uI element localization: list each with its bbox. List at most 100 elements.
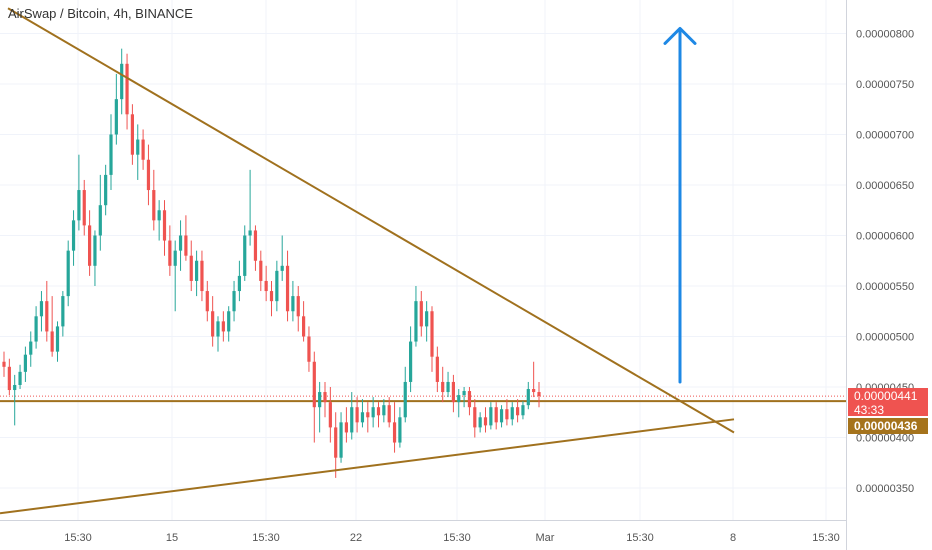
candle-body [168, 240, 172, 266]
time-tick-label: 8 [730, 532, 736, 544]
candle-body [382, 405, 386, 416]
last-price-badge: 0.00000441 43:33 [848, 388, 928, 417]
candle-body [387, 405, 391, 423]
candle-body [409, 341, 413, 382]
candle-body [430, 311, 434, 357]
candle-body [275, 270, 279, 302]
candle-body [66, 250, 70, 297]
candle-body [360, 412, 365, 423]
candle-body [162, 210, 167, 241]
candle-body [205, 291, 209, 312]
price-tick-label: 0.00000550 [856, 281, 914, 293]
candle-body [2, 361, 6, 367]
candle-body [441, 381, 445, 393]
candle-body [537, 392, 541, 397]
target-arrow-head [663, 26, 697, 45]
candle-body [323, 392, 327, 403]
candle-body [50, 331, 54, 352]
candle-body [489, 407, 493, 426]
candle-body [173, 250, 177, 266]
ascending-trendline [0, 418, 735, 515]
candle-body [211, 311, 215, 337]
candle-body [18, 371, 22, 385]
candle-body [269, 291, 274, 302]
level-price-badge: 0.00000436 [848, 418, 928, 434]
candle-body [499, 409, 504, 423]
candle-body [302, 316, 306, 337]
descending-trendline [7, 7, 735, 434]
price-tick-label: 0.00000700 [856, 130, 914, 142]
candle-body [195, 260, 199, 281]
candle-body [13, 384, 17, 391]
candle-body [114, 99, 118, 135]
candle-body [45, 301, 49, 332]
candle-body [371, 407, 375, 418]
candle-body [344, 422, 348, 433]
price-tick-label: 0.00000600 [856, 231, 914, 243]
candle-body [483, 417, 488, 426]
chart-title: AirSwap / Bitcoin, 4h, BINANCE [8, 6, 193, 21]
candle-body [521, 405, 525, 416]
candle-countdown: 43:33 [854, 403, 885, 417]
candle-body [467, 391, 472, 408]
candle-body [366, 412, 370, 418]
candle-body [130, 114, 134, 155]
candles [2, 48, 541, 478]
candle-body [200, 260, 204, 292]
candle-body [152, 190, 156, 221]
time-tick-label: 15:30 [443, 532, 471, 544]
candle-body [462, 391, 466, 396]
candle-body [510, 407, 514, 420]
time-tick-label: Mar [536, 532, 555, 544]
candle-body [291, 296, 295, 312]
candle-body [77, 190, 81, 221]
candle-body [526, 389, 530, 406]
time-tick-label: 15:30 [252, 532, 280, 544]
candle-body [312, 361, 316, 408]
candle-body [232, 291, 236, 312]
time-tick-label: 15 [166, 532, 178, 544]
candle-body [473, 407, 477, 428]
candle-body [505, 409, 509, 420]
candle-body [237, 275, 241, 292]
candle-body [189, 255, 193, 281]
candle-body [435, 356, 439, 382]
candle-body [23, 354, 27, 372]
candle-body [376, 407, 381, 416]
candle-body [451, 381, 455, 403]
price-tick-label: 0.00000350 [856, 483, 914, 495]
candle-body [253, 230, 258, 261]
candle-body [532, 389, 536, 393]
candle-body [494, 407, 498, 423]
candle-body [285, 265, 290, 312]
candle-body [29, 341, 33, 355]
candle-body [398, 417, 402, 443]
candle-body [146, 159, 151, 191]
candle-body [55, 326, 60, 352]
candle-body [259, 260, 263, 281]
candle-body [109, 134, 113, 175]
candle-body [93, 235, 97, 266]
price-tick-label: 0.00000500 [856, 332, 914, 344]
candle-body [71, 220, 76, 251]
candle-body [216, 321, 220, 337]
candle-body [120, 63, 124, 100]
time-tick-label: 15:30 [64, 532, 92, 544]
candle-body [39, 301, 44, 317]
candle-body [141, 139, 145, 160]
candle-body [7, 366, 11, 391]
candle-body [88, 225, 92, 266]
candle-body [457, 395, 461, 403]
candle-body [296, 296, 300, 317]
candle-body [280, 265, 284, 271]
candle-body [392, 422, 397, 443]
candle-body [328, 402, 332, 428]
candle-body [221, 321, 225, 332]
candle-body [136, 139, 140, 155]
price-tick-label: 0.00000400 [856, 433, 914, 445]
candle-body [104, 174, 108, 206]
candle-body [350, 407, 354, 433]
candle-body [248, 230, 252, 236]
candle-body [307, 336, 311, 362]
